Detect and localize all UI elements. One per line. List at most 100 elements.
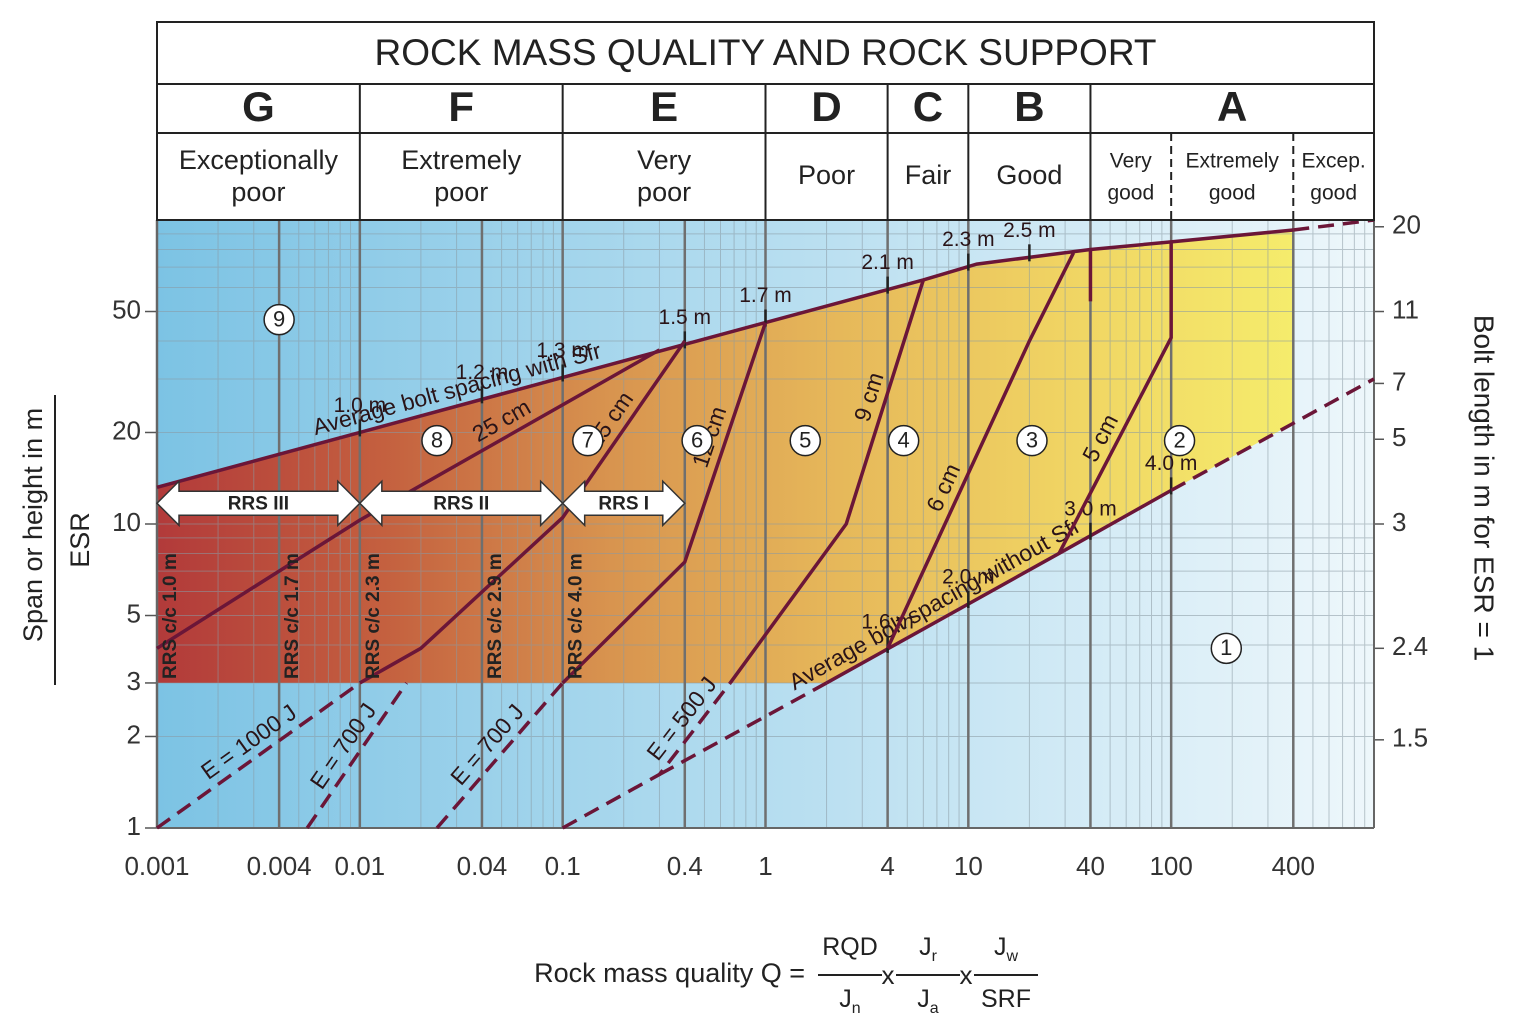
support-zone [157,230,1294,683]
formula-den: Jn [839,985,860,1018]
y-tick-label: 10 [112,507,141,537]
zone-number: 2 [1173,427,1185,452]
boundary-line [1170,377,1375,492]
class-name: Extremely [401,145,522,175]
class-letter: E [650,83,678,130]
rrs-label: RRS III [228,493,289,514]
formula-text: J [917,985,930,1013]
class-name: Poor [798,160,855,190]
boundary-line [825,488,1173,685]
spacing-label: 1.7 m [739,284,792,307]
y2-axis-title: Bolt length in m for ESR = 1 [1469,315,1500,661]
rrs-spacing-label: RRS c/c 2.9 m [485,553,506,679]
rrs-spacing-label: RRS c/c 2.3 m [363,553,384,679]
class-name: Extremely [1186,150,1280,173]
zone-marker [263,303,295,336]
zone-marker [1163,424,1196,457]
y-tick-label: 50 [112,294,141,324]
formula-times: x [882,960,895,990]
boundary-line [561,681,732,830]
zone-number: 9 [273,306,285,331]
class-name: poor [434,177,488,207]
spacing-label: 1.2 m [456,361,509,384]
formula-num: Jr [919,933,938,966]
formula-subscript: a [930,1000,939,1017]
x-axis-title: Rock mass quality Q = [534,958,805,988]
zone-number: 8 [431,427,443,452]
class-letter: D [811,83,841,130]
formula-subscript: n [852,1000,861,1017]
boundary-line [1293,218,1375,232]
zone-marker [1210,632,1243,665]
y2-tick-label: 7 [1392,366,1406,396]
zone-marker [887,424,920,457]
zone-marker [789,424,821,457]
formula-den: SRF [981,985,1031,1013]
spacing-label: 1.5 m [659,306,712,329]
spacing-label: 2.3 m [942,228,995,251]
x-tick-label: 0.04 [457,851,508,881]
rrs-arrow [561,479,686,528]
y2-tick-label: 5 [1392,422,1406,452]
zone-marker [1016,424,1048,457]
class-name: Excep. [1302,150,1366,173]
boundary-line [435,681,564,830]
y2-tick-label: 3 [1392,507,1406,537]
class-name: Exceptionally [179,145,339,175]
spacing-label: 4.0 m [1145,452,1198,475]
rrs-label: RRS I [598,493,649,514]
y2-tick-label: 2.4 [1392,631,1428,661]
y-tick-label: 5 [127,598,141,628]
formula-text: J [994,933,1007,961]
zone-number: 6 [691,427,703,452]
boundary-line [155,681,361,830]
formula-num: RQD [822,933,878,961]
formula-subscript: r [932,948,938,965]
x-tick-label: 0.001 [124,851,189,881]
zone-marker [572,424,604,457]
x-tick-label: 0.1 [545,851,581,881]
class-name: Very [1110,150,1153,173]
chart-title: ROCK MASS QUALITY AND ROCK SUPPORT [375,32,1157,73]
class-name: poor [637,177,691,207]
boundary-line [886,252,1076,650]
rrs-spacing-label: RRS c/c 1.0 m [160,553,181,679]
rrs-spacing-label: RRS c/c 4.0 m [566,553,587,679]
formula-times: x [960,960,973,990]
x-tick-label: 4 [880,851,894,881]
class-name: poor [231,177,285,207]
class-name: Very [637,145,692,175]
x-tick-label: 10 [954,851,983,881]
boundary-line [156,348,661,650]
y-tick-label: 2 [127,719,141,749]
spacing-label: 2.0 m [942,566,995,589]
y-tick-label: 20 [112,415,141,445]
spacing-label: 1.6 m [861,610,914,633]
formula-text: J [839,985,852,1013]
y-tick-label: 1 [127,811,141,841]
spacing-label: 1.3 m [536,339,589,362]
x-tick-label: 1 [758,851,772,881]
zone-marker [681,424,713,457]
class-name: good [1209,182,1256,205]
x-tick-label: 0.4 [667,851,703,881]
x-tick-label: 40 [1076,851,1105,881]
y2-tick-label: 11 [1392,294,1419,324]
spacing-label: 2.1 m [861,251,914,274]
spacing-label: 2.5 m [1003,219,1056,242]
formula-subscript: w [1005,948,1018,965]
boundary-line [1057,241,1173,555]
class-name: good [1107,182,1154,205]
boundary-line [728,279,926,684]
rrs-label: RRS II [433,493,489,514]
class-name: Fair [905,160,952,190]
boundary-line [561,321,768,685]
y-axis-title: ESR [65,512,95,568]
zone-marker [421,424,453,457]
formula-text: J [919,933,932,961]
formula-num: Jw [994,933,1019,966]
class-name: Good [996,160,1062,190]
zone-number: 1 [1220,635,1232,660]
class-letter: A [1217,83,1247,130]
